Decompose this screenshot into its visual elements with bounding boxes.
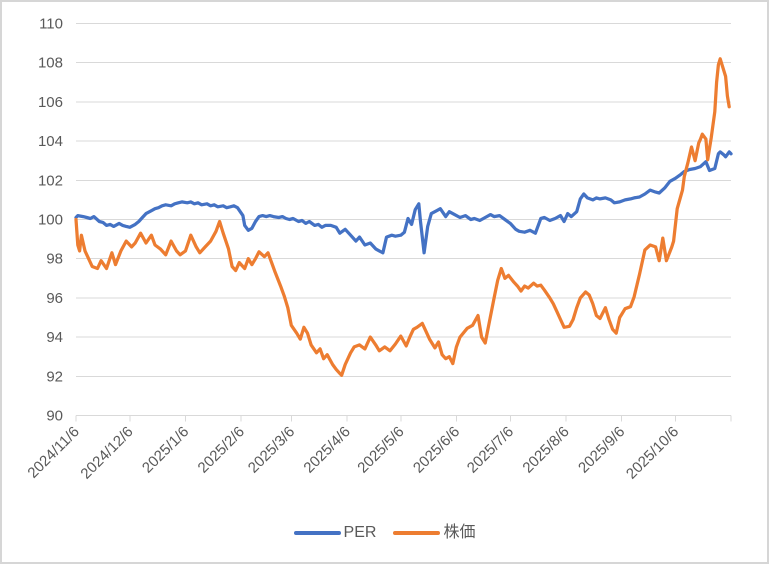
x-tick-label: 2025/8/6 (519, 423, 572, 476)
y-tick-label: 100 (38, 212, 63, 229)
y-tick-label: 96 (46, 290, 63, 307)
legend-item-per: PER (293, 523, 377, 543)
y-tick-label: 98 (46, 251, 63, 268)
x-tick-label: 2025/1/6 (139, 423, 192, 476)
series-line-kabuka (74, 57, 731, 377)
y-tick-label: 90 (46, 408, 63, 425)
y-tick-label: 94 (46, 329, 63, 346)
x-tick-label: 2025/3/6 (245, 423, 298, 476)
y-tick-label: 110 (39, 16, 63, 33)
y-tick-label: 104 (38, 133, 63, 150)
x-tick-label: 2025/10/6 (623, 423, 682, 482)
x-tick-label: 2024/12/6 (77, 423, 136, 482)
y-tick-label: 106 (38, 94, 63, 111)
y-tick-label: 102 (38, 172, 63, 189)
y-tick-label: 92 (46, 368, 63, 385)
legend-line-per-icon (293, 530, 341, 536)
x-tick-label: 2025/6/6 (410, 423, 463, 476)
series-line-per (74, 150, 733, 255)
legend-label-per: PER (343, 524, 377, 541)
x-tick-label: 2025/7/6 (464, 423, 517, 476)
legend-line-kabuka-icon (393, 530, 441, 536)
x-tick-label: 2025/5/6 (354, 423, 407, 476)
legend-item-kabuka: 株価 (393, 523, 475, 543)
x-tick-label: 2024/11/6 (24, 423, 82, 481)
x-tick-label: 2025/4/6 (300, 423, 353, 476)
x-tick-label: 2025/9/6 (575, 423, 628, 476)
legend: PER 株価 (2, 523, 767, 543)
y-tick-label: 108 (38, 55, 63, 72)
x-tick-label: 2025/2/6 (195, 423, 248, 476)
legend-label-kabuka: 株価 (443, 524, 476, 541)
